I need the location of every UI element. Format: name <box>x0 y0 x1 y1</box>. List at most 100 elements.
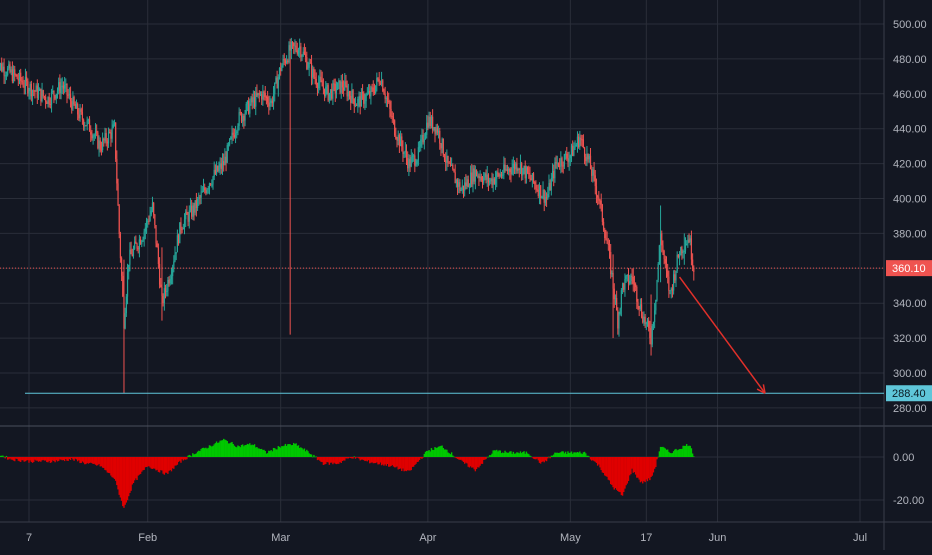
candle-body <box>263 92 264 93</box>
candle-body <box>220 163 221 167</box>
candle-body <box>428 117 429 128</box>
candle-body <box>593 170 594 176</box>
candle-body <box>538 190 539 196</box>
candle-body <box>561 158 562 165</box>
candle-body <box>385 94 386 98</box>
candle-body <box>490 179 491 182</box>
candle-body <box>330 89 331 93</box>
candle-body <box>146 221 147 228</box>
candle-body <box>458 182 459 187</box>
oscillator-bar <box>316 456 317 457</box>
candle-body <box>293 43 294 46</box>
candle-body <box>336 90 337 93</box>
oscillator-bar <box>186 457 187 459</box>
candle-body <box>588 154 589 160</box>
candle-body <box>339 80 340 92</box>
candle-body <box>205 190 206 193</box>
candle-body <box>389 102 390 109</box>
candle-body <box>44 96 45 97</box>
candle-body <box>155 225 156 243</box>
candle-body <box>493 179 494 186</box>
candle-body <box>344 81 345 90</box>
candle-body <box>349 92 350 96</box>
candle-body <box>9 64 10 72</box>
candle-body <box>377 78 378 80</box>
candle-body <box>202 191 203 192</box>
candle-body <box>300 46 301 56</box>
candle-body <box>636 287 637 302</box>
candle-body <box>122 276 123 296</box>
candle-body <box>292 42 293 43</box>
y-tick-label: 460.00 <box>893 89 927 101</box>
candle-body <box>529 174 530 179</box>
candle-body <box>244 114 245 121</box>
candle-body <box>533 173 534 182</box>
candle-body <box>430 117 431 126</box>
candle-body <box>480 177 481 179</box>
candle-body <box>358 96 359 99</box>
candle-body <box>65 84 66 85</box>
candle-body <box>119 205 120 234</box>
candle-body <box>361 92 362 106</box>
candle-body <box>163 296 164 303</box>
candle-body <box>510 172 511 174</box>
candle-body <box>268 103 269 107</box>
candle-body <box>519 169 520 170</box>
candle-body <box>413 155 414 156</box>
candle-body <box>570 155 571 158</box>
candle-body <box>104 133 105 140</box>
candle-body <box>335 84 336 94</box>
candle-body <box>342 82 343 88</box>
candle-body <box>267 97 268 102</box>
candle-body <box>595 175 596 186</box>
candle-body <box>50 104 51 105</box>
candle-body <box>576 145 577 147</box>
candle-body <box>14 69 15 74</box>
candle-body <box>442 139 443 149</box>
candle-body <box>127 272 128 296</box>
candle-body <box>635 284 636 287</box>
candle-body <box>503 165 504 175</box>
candle-body <box>41 90 42 101</box>
candle-body <box>298 49 299 53</box>
candle-body <box>616 298 617 310</box>
candle-body <box>148 221 149 222</box>
candle-body <box>154 215 155 225</box>
oscillator-bar <box>313 455 314 457</box>
candle-body <box>211 185 212 186</box>
candle-body <box>357 99 358 106</box>
x-tick-label: May <box>560 532 581 544</box>
candle-body <box>49 97 50 104</box>
candle-body <box>79 109 80 118</box>
candle-body <box>539 185 540 196</box>
osc-y-tick-label: -20.00 <box>893 495 924 507</box>
candle-body <box>512 168 513 174</box>
candle-body <box>278 77 279 89</box>
candle-body <box>369 91 370 96</box>
candle-body <box>463 186 464 191</box>
candle-body <box>633 277 634 284</box>
candle-body <box>157 243 158 247</box>
candle-body <box>316 79 317 85</box>
candle-body <box>554 162 555 178</box>
y-tick-label: 440.00 <box>893 124 927 136</box>
candle-body <box>320 77 321 80</box>
candle-body <box>112 128 113 139</box>
candle-body <box>310 63 311 64</box>
candle-body <box>540 185 541 198</box>
candle-body <box>253 97 254 102</box>
candle-body <box>685 245 686 251</box>
candle-body <box>535 184 536 189</box>
candle-body <box>355 105 356 106</box>
candle-body <box>184 219 185 228</box>
candle-body <box>322 80 323 86</box>
candle-body <box>68 95 69 96</box>
candle-body <box>77 104 78 114</box>
candle-body <box>461 190 462 191</box>
candle-body <box>612 273 613 289</box>
candle-body <box>604 230 605 238</box>
candle-body <box>475 170 476 182</box>
x-tick-label: Apr <box>419 532 436 544</box>
